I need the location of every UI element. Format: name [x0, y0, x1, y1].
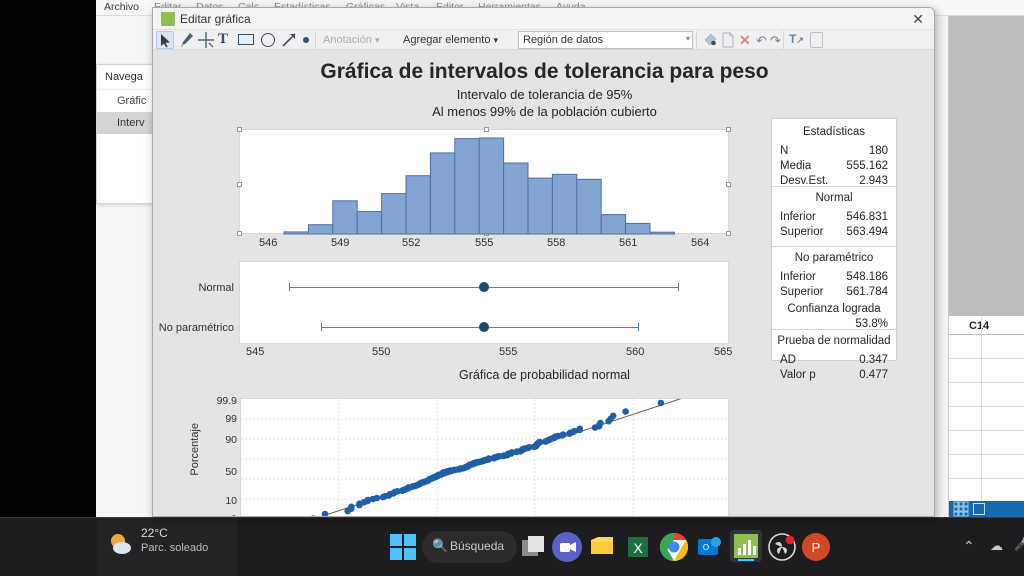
svg-text:X: X — [633, 540, 643, 556]
svg-text:O: O — [703, 543, 709, 552]
svg-text:P: P — [812, 540, 821, 555]
